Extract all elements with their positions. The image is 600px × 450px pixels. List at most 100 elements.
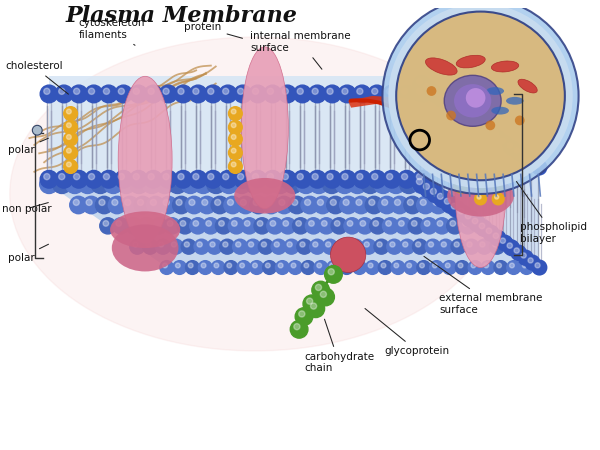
Circle shape <box>178 174 184 180</box>
Circle shape <box>223 178 230 184</box>
Circle shape <box>234 85 251 103</box>
Circle shape <box>374 239 389 254</box>
Circle shape <box>441 242 446 247</box>
Circle shape <box>104 175 122 194</box>
Circle shape <box>88 88 95 94</box>
Circle shape <box>424 184 430 189</box>
Text: cholesterol: cholesterol <box>5 62 68 94</box>
Circle shape <box>78 175 97 194</box>
Ellipse shape <box>118 76 172 243</box>
Circle shape <box>284 175 302 194</box>
Circle shape <box>329 263 334 268</box>
Circle shape <box>67 109 71 114</box>
Polygon shape <box>348 96 436 113</box>
Circle shape <box>479 123 485 129</box>
Circle shape <box>430 88 436 94</box>
Circle shape <box>100 171 118 188</box>
Circle shape <box>167 220 173 226</box>
Circle shape <box>231 123 236 128</box>
Circle shape <box>113 218 129 234</box>
Circle shape <box>185 261 199 274</box>
Circle shape <box>148 174 154 180</box>
Circle shape <box>175 263 180 268</box>
Circle shape <box>323 85 341 103</box>
Circle shape <box>282 174 289 180</box>
Circle shape <box>163 199 169 206</box>
Circle shape <box>172 242 176 247</box>
Circle shape <box>133 88 139 94</box>
Circle shape <box>275 196 293 214</box>
Circle shape <box>458 263 463 268</box>
Circle shape <box>457 154 461 159</box>
Circle shape <box>377 178 384 184</box>
Circle shape <box>404 196 421 214</box>
Circle shape <box>219 171 237 188</box>
Circle shape <box>417 196 434 214</box>
Circle shape <box>95 178 101 184</box>
Circle shape <box>451 239 466 254</box>
Circle shape <box>163 174 169 180</box>
Circle shape <box>297 239 312 254</box>
Circle shape <box>386 220 391 226</box>
Circle shape <box>264 85 281 103</box>
Circle shape <box>262 178 268 184</box>
Circle shape <box>407 199 413 206</box>
Circle shape <box>408 218 424 234</box>
Circle shape <box>232 175 251 194</box>
Circle shape <box>86 199 92 206</box>
Circle shape <box>323 171 341 188</box>
Circle shape <box>117 175 136 194</box>
Circle shape <box>32 126 42 135</box>
Circle shape <box>451 103 457 109</box>
Circle shape <box>300 242 305 247</box>
Circle shape <box>160 261 173 274</box>
Circle shape <box>468 261 482 274</box>
Circle shape <box>206 220 211 226</box>
Circle shape <box>502 239 517 254</box>
Circle shape <box>270 220 276 226</box>
Circle shape <box>290 320 308 338</box>
Circle shape <box>44 88 50 94</box>
Text: protein: protein <box>184 22 242 38</box>
Circle shape <box>125 199 131 206</box>
Circle shape <box>237 261 251 274</box>
Circle shape <box>472 218 488 234</box>
Circle shape <box>208 174 214 180</box>
Circle shape <box>521 253 526 258</box>
Circle shape <box>497 135 512 151</box>
Circle shape <box>454 126 468 140</box>
Circle shape <box>231 109 236 114</box>
Circle shape <box>535 163 540 168</box>
Circle shape <box>469 115 485 131</box>
Text: internal membrane
surface: internal membrane surface <box>250 31 350 69</box>
Circle shape <box>382 199 388 206</box>
Circle shape <box>237 196 254 214</box>
Circle shape <box>189 171 207 188</box>
Circle shape <box>494 261 508 274</box>
Circle shape <box>305 218 322 234</box>
Circle shape <box>464 239 479 254</box>
Circle shape <box>421 218 437 234</box>
Circle shape <box>437 194 443 199</box>
Circle shape <box>357 88 363 94</box>
Circle shape <box>229 132 242 146</box>
Circle shape <box>266 199 272 206</box>
Circle shape <box>279 199 285 206</box>
Circle shape <box>430 189 436 194</box>
Circle shape <box>231 162 236 167</box>
Circle shape <box>148 88 154 94</box>
Circle shape <box>444 98 450 104</box>
Ellipse shape <box>518 79 537 93</box>
Text: Plasma Membrane: Plasma Membrane <box>65 5 298 27</box>
Circle shape <box>335 175 354 194</box>
Circle shape <box>253 88 259 94</box>
Circle shape <box>146 242 151 247</box>
Circle shape <box>391 178 397 184</box>
Circle shape <box>59 174 65 180</box>
Circle shape <box>504 140 520 156</box>
Circle shape <box>424 220 430 226</box>
Circle shape <box>500 138 506 144</box>
Circle shape <box>444 198 450 204</box>
Circle shape <box>528 158 533 163</box>
Circle shape <box>160 171 177 188</box>
